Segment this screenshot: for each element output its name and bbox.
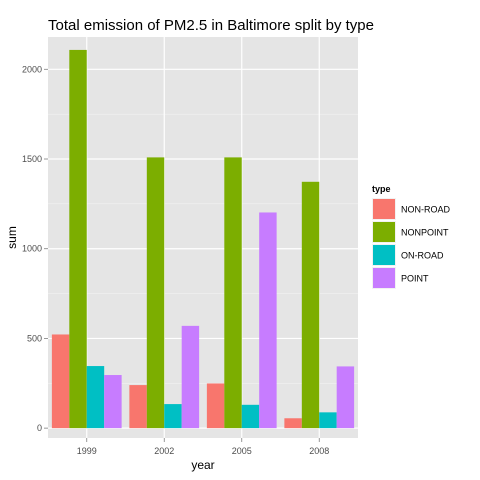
y-axis-label: sum: [5, 226, 19, 249]
legend-label: NON-ROAD: [401, 205, 450, 215]
legend-key-non-road: [373, 199, 395, 219]
legend-items: NON-ROAD NONPOINT ON-ROAD POINT: [372, 198, 450, 289]
bar-on-road-1999: [86, 366, 105, 429]
chart-title: Total emission of PM2.5 in Baltimore spl…: [48, 17, 374, 34]
y-tick-label: 1000: [22, 244, 42, 254]
y-tick-label: 500: [27, 333, 42, 343]
bar-nonpoint-1999: [69, 49, 87, 429]
bar-non-road-2008: [284, 418, 302, 429]
x-tick-label: 2008: [309, 446, 329, 456]
x-tick-label: 1999: [77, 446, 97, 456]
legend-label: ON-ROAD: [401, 251, 444, 261]
legend-label: POINT: [401, 274, 429, 284]
x-tick-label: 2005: [232, 446, 252, 456]
legend: type NON-ROAD NONPOINT ON-ROAD POINT: [372, 184, 450, 289]
bar-point-1999: [104, 375, 122, 429]
bar-nonpoint-2002: [146, 157, 165, 429]
y-tick-label: 1500: [22, 154, 42, 164]
legend-key-nonpoint: [373, 222, 395, 242]
x-tick-label: 2002: [154, 446, 174, 456]
legend-key-point: [373, 268, 395, 288]
legend-key-on-road: [373, 245, 395, 265]
bar-on-road-2008: [319, 412, 337, 429]
bar-on-road-2005: [241, 404, 260, 429]
bar-non-road-2005: [206, 383, 225, 429]
bar-point-2002: [181, 325, 200, 429]
bar-point-2005: [259, 212, 277, 429]
bar-non-road-2002: [129, 385, 147, 429]
y-axis-ticks: 0 500 1000 1500 2000: [22, 64, 48, 433]
bar-point-2008: [336, 366, 355, 429]
bar-nonpoint-2008: [301, 181, 320, 429]
legend-title: type: [372, 184, 391, 194]
bar-nonpoint-2005: [224, 157, 242, 429]
legend-label: NONPOINT: [401, 228, 449, 238]
y-tick-label: 2000: [22, 64, 42, 74]
y-tick-label: 0: [37, 423, 42, 433]
x-axis-label: year: [191, 458, 214, 472]
bar-on-road-2002: [164, 404, 182, 429]
bar-non-road-1999: [51, 334, 70, 429]
bars: [51, 49, 355, 429]
x-axis-ticks: 1999 2002 2005 2008: [77, 438, 329, 456]
